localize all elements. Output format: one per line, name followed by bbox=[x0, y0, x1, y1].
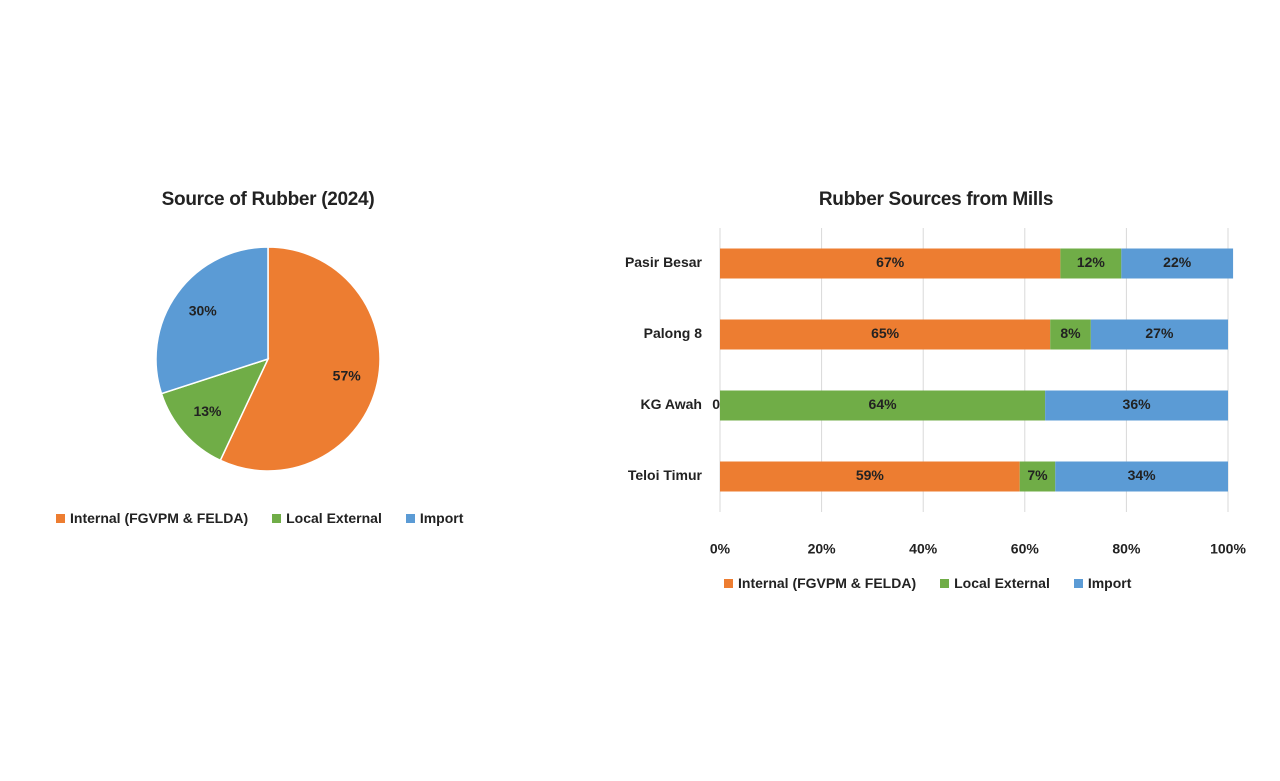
pie-legend-import: Import bbox=[405, 510, 464, 526]
bar-label-import-3: 34% bbox=[1128, 467, 1157, 483]
bar-category-label-0: Pasir Besar bbox=[625, 254, 703, 270]
bar-legend-swatch-internal bbox=[724, 578, 733, 588]
bar-chart-title: Rubber Sources from Mills bbox=[818, 189, 1054, 210]
bar-legend-internal: Internal (FGVPM & FELDA) bbox=[724, 575, 916, 591]
bar-legend-swatch-import bbox=[1073, 578, 1083, 588]
bar-label-internal-0: 67% bbox=[876, 254, 905, 270]
bar-import-2 bbox=[1045, 390, 1228, 421]
bar-legend-label-local: Local External bbox=[954, 575, 1050, 591]
bar-legend-swatch-local bbox=[940, 578, 950, 588]
bar-label-import-0: 22% bbox=[1163, 254, 1192, 270]
pie-legend-swatch-internal bbox=[56, 513, 65, 523]
bar-internal-3 bbox=[720, 461, 1020, 492]
bar-local-2 bbox=[720, 390, 1046, 421]
bar-local-0 bbox=[1060, 248, 1122, 279]
bar-label-internal-3: 59% bbox=[856, 467, 885, 483]
bar-internal-1 bbox=[720, 319, 1051, 350]
pie-slice-import bbox=[155, 246, 269, 395]
bar-legend-local: Local External bbox=[940, 575, 1050, 591]
pie-slice-internal bbox=[219, 246, 381, 472]
pie-chart-title: Source of Rubber (2024) bbox=[161, 189, 375, 210]
pie-legend-label-local: Local External bbox=[286, 510, 382, 526]
bar-internal-0 bbox=[720, 248, 1061, 279]
bar-legend: Internal (FGVPM & FELDA) Local External … bbox=[724, 575, 1155, 591]
pie-legend-local: Local External bbox=[272, 510, 382, 526]
bar-label-internal-1: 65% bbox=[871, 325, 900, 341]
x-tick-label-1: 20% bbox=[808, 541, 837, 557]
bar-legend-label-import: Import bbox=[1087, 575, 1132, 591]
bar-legend-label-internal: Internal (FGVPM & FELDA) bbox=[738, 575, 917, 591]
x-tick-label-2: 40% bbox=[909, 541, 938, 557]
x-tick-label-5: 100% bbox=[1210, 541, 1246, 557]
bar-local-3 bbox=[1019, 461, 1056, 492]
x-tick-label-3: 60% bbox=[1011, 541, 1040, 557]
pie-legend: Internal (FGVPM & FELDA) Local External … bbox=[56, 510, 487, 526]
bar-category-label-1: Palong 8 bbox=[644, 325, 703, 341]
pie-label-internal: 57% bbox=[333, 367, 362, 383]
pie-legend-internal: Internal (FGVPM & FELDA) bbox=[56, 510, 248, 526]
bar-import-0 bbox=[1121, 248, 1234, 279]
bar-category-label-2: KG Awah bbox=[641, 396, 702, 412]
bar-label-local-0: 12% bbox=[1077, 254, 1106, 270]
bar-import-1 bbox=[1090, 319, 1228, 350]
pie-legend-label-internal: Internal (FGVPM & FELDA) bbox=[70, 510, 249, 526]
pie-legend-label-import: Import bbox=[419, 510, 464, 526]
pie-label-import: 30% bbox=[189, 302, 218, 318]
bar-local-1 bbox=[1050, 319, 1091, 350]
bar-category-label-3: Teloi Timur bbox=[628, 467, 703, 483]
pie-legend-swatch-import bbox=[405, 513, 415, 523]
bar-legend-import: Import bbox=[1073, 575, 1132, 591]
pie-legend-swatch-local bbox=[272, 513, 282, 523]
bar-label-local-2: 64% bbox=[869, 396, 898, 412]
pie-label-local: 13% bbox=[193, 403, 222, 419]
bar-import-3 bbox=[1055, 461, 1228, 492]
bar-label-import-2: 36% bbox=[1123, 396, 1152, 412]
x-tick-label-0: 0% bbox=[710, 541, 731, 557]
bar-label-local-3: 7% bbox=[1027, 467, 1048, 483]
bar-label-local-1: 8% bbox=[1060, 325, 1081, 341]
pie-slice-local bbox=[160, 357, 270, 462]
bar-label-import-1: 27% bbox=[1145, 325, 1174, 341]
x-tick-label-4: 80% bbox=[1112, 541, 1141, 557]
bar-label-internal-2: 0 bbox=[712, 396, 720, 412]
